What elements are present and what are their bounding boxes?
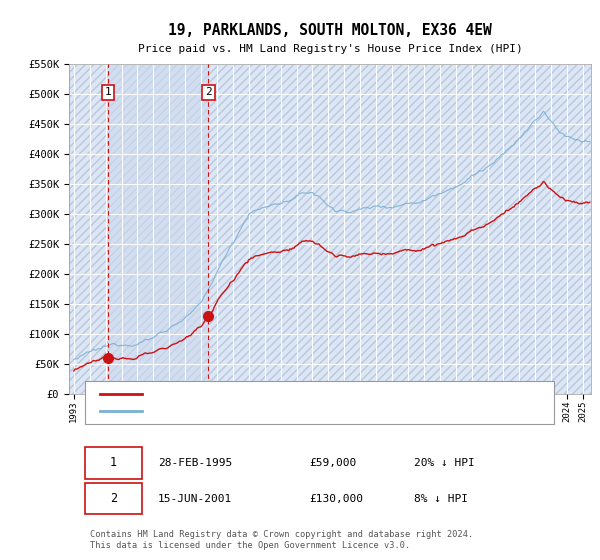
Text: 1: 1	[110, 456, 117, 469]
Text: 8% ↓ HPI: 8% ↓ HPI	[413, 494, 467, 503]
Text: 2: 2	[205, 87, 212, 97]
Text: 28-FEB-1995: 28-FEB-1995	[158, 458, 232, 468]
Text: Price paid vs. HM Land Registry's House Price Index (HPI): Price paid vs. HM Land Registry's House …	[137, 44, 523, 54]
Text: 15-JUN-2001: 15-JUN-2001	[158, 494, 232, 503]
Text: 19, PARKLANDS, SOUTH MOLTON, EX36 4EW: 19, PARKLANDS, SOUTH MOLTON, EX36 4EW	[168, 24, 492, 38]
Text: Contains HM Land Registry data © Crown copyright and database right 2024.
This d: Contains HM Land Registry data © Crown c…	[90, 530, 473, 549]
FancyBboxPatch shape	[85, 447, 142, 479]
Text: £59,000: £59,000	[309, 458, 356, 468]
Text: 19, PARKLANDS, SOUTH MOLTON, EX36 4EW (detached house): 19, PARKLANDS, SOUTH MOLTON, EX36 4EW (d…	[152, 389, 490, 399]
Text: £130,000: £130,000	[309, 494, 363, 503]
Text: 20% ↓ HPI: 20% ↓ HPI	[413, 458, 474, 468]
Text: HPI: Average price, detached house, North Devon: HPI: Average price, detached house, Nort…	[152, 407, 446, 416]
Text: 2: 2	[110, 492, 117, 505]
Bar	[109, 64, 208, 394]
Text: 1: 1	[105, 87, 112, 97]
FancyBboxPatch shape	[85, 483, 142, 515]
FancyBboxPatch shape	[85, 381, 554, 424]
